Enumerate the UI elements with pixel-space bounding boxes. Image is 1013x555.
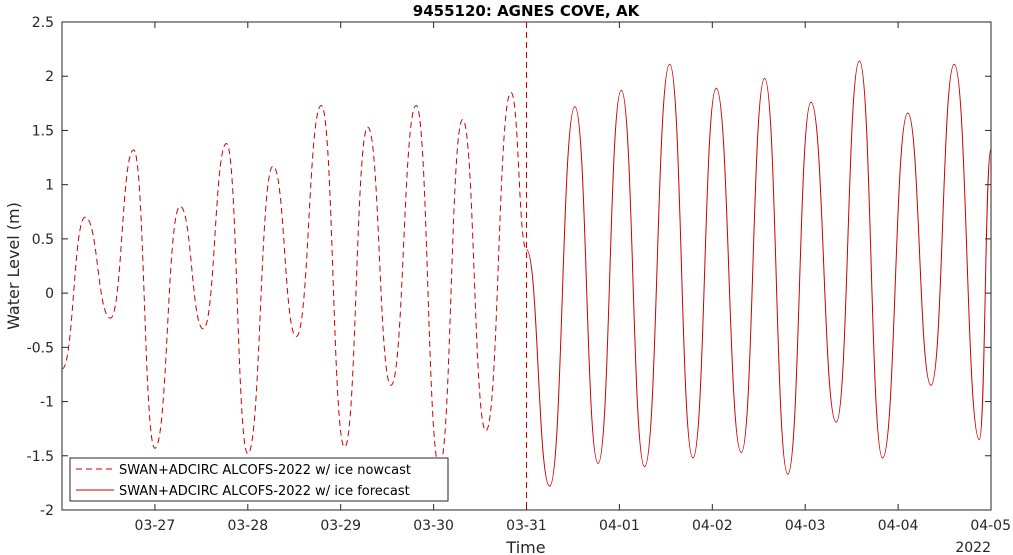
y-tick-label: -2 xyxy=(40,503,54,519)
series-line-nowcast xyxy=(61,91,527,468)
series-group xyxy=(61,60,992,487)
y-tick-label: -1 xyxy=(40,395,54,411)
x-tick-label: 04-01 xyxy=(599,518,640,534)
x-axis-label: Time xyxy=(505,538,545,555)
x-tick-label: 04-04 xyxy=(878,518,919,534)
x-tick-label: 03-27 xyxy=(135,518,176,534)
x-tick-label: 04-02 xyxy=(692,518,733,534)
chart-title: 9455120: AGNES COVE, AK xyxy=(413,2,641,20)
x-tick-label: 03-29 xyxy=(320,518,361,534)
y-tick-label: 2.5 xyxy=(32,15,54,31)
x-tick-label: 04-05 xyxy=(970,518,1011,534)
y-tick-label: 2 xyxy=(45,69,54,85)
x-axis: 03-27 03-28 03-29 03-30 03-31 04-01 04-02 04-03… xyxy=(135,22,1011,534)
y-tick-label: 0.5 xyxy=(32,232,54,248)
y-tick-label: -1.5 xyxy=(27,449,54,465)
legend-label-nowcast: SWAN+ADCIRC ALCOFS-2022 w/ ice nowcast xyxy=(119,463,411,478)
y-axis: -2 -1.5 -1 -0.5 0 0.5 1 1.5 2 2.5 xyxy=(27,15,991,519)
y-tick-label: -0.5 xyxy=(27,340,54,356)
x-tick-label: 03-31 xyxy=(506,518,547,534)
y-tick-label: 0 xyxy=(45,286,54,302)
x-tick-label: 03-30 xyxy=(413,518,454,534)
y-tick-label: 1 xyxy=(45,178,54,194)
x-tick-label: 04-03 xyxy=(785,518,826,534)
legend-box xyxy=(69,457,449,502)
y-axis-label: Water Level (m) xyxy=(4,202,23,330)
year-label: 2022 xyxy=(955,540,991,555)
x-tick-label: 03-28 xyxy=(227,518,268,534)
y-tick-label: 1.5 xyxy=(32,123,54,139)
legend-label-forecast: SWAN+ADCIRC ALCOFS-2022 w/ ice forecast xyxy=(119,484,410,499)
series-line-forecast xyxy=(526,60,992,487)
legend: SWAN+ADCIRC ALCOFS-2022 w/ ice nowcast S… xyxy=(69,457,449,502)
